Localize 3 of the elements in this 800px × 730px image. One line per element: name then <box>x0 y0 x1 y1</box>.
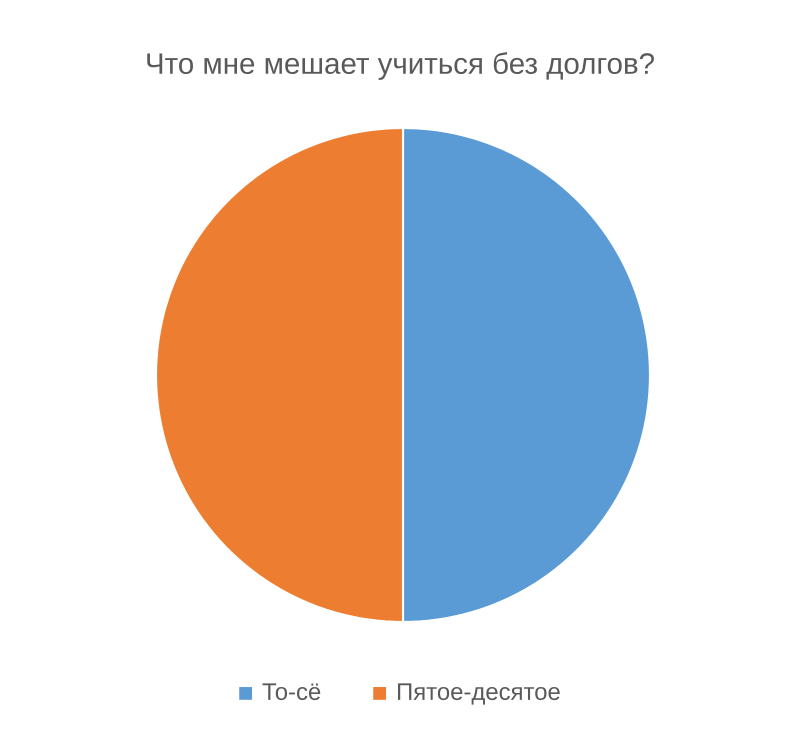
legend-label: То-сё <box>262 683 320 700</box>
legend-label: Пятое-десятое <box>398 683 560 705</box>
chart-title: Что мне мешает учиться без долгов? <box>147 52 654 80</box>
